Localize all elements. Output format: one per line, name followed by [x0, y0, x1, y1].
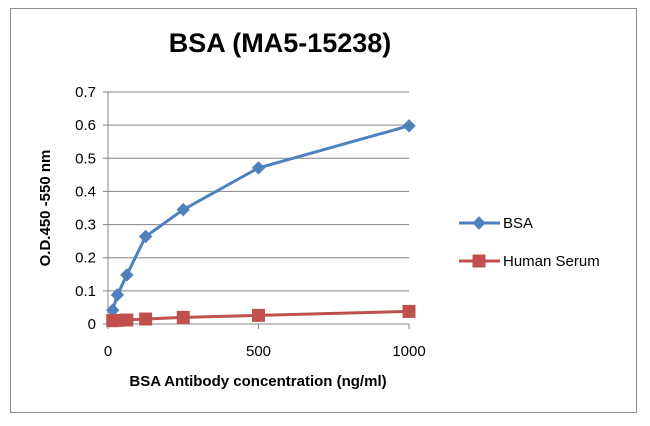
x-tick-labels: 0 500 1000 — [104, 343, 426, 360]
legend-label: Human Serum — [503, 253, 600, 270]
legend-marker — [472, 216, 486, 230]
data-point — [402, 119, 416, 133]
x-tick-label: 1000 — [392, 343, 425, 360]
y-tick-label: 0.4 — [75, 183, 96, 200]
legend-label: BSA — [503, 215, 533, 232]
data-point — [251, 161, 266, 175]
y-tick-label: 0 — [88, 316, 96, 333]
axes — [103, 91, 410, 329]
data-point — [176, 202, 190, 217]
series-line — [111, 124, 411, 312]
chart-frame — [10, 8, 637, 413]
data-point — [402, 304, 416, 318]
series-bsa — [105, 119, 416, 317]
y-tick-label: 0.5 — [75, 150, 96, 167]
x-tick-label: 0 — [104, 343, 112, 360]
y-tick-labels: 0 0.1 0.2 0.3 0.4 0.5 0.6 0.7 — [75, 84, 96, 333]
legend-entry: BSA — [459, 215, 533, 232]
y-tick-label: 0.3 — [75, 217, 96, 234]
y-tick-label: 0.7 — [75, 84, 96, 101]
grid-lines — [108, 91, 409, 292]
y-tick-label: 0.2 — [75, 250, 96, 267]
x-tick-label: 500 — [246, 343, 271, 360]
series-group — [105, 119, 416, 328]
series-human-serum — [106, 304, 416, 328]
chart-title: BSA (MA5-15238) — [168, 28, 392, 58]
data-point — [120, 313, 134, 327]
data-point — [176, 310, 190, 324]
y-tick-label: 0.1 — [75, 283, 96, 300]
data-point — [120, 268, 134, 282]
legend-marker — [472, 254, 486, 268]
data-point — [138, 229, 153, 244]
y-tick-label: 0.6 — [75, 117, 96, 134]
data-point — [139, 312, 153, 326]
y-axis-label: O.D.450 -550 nm — [37, 150, 54, 267]
legend-entry: Human Serum — [459, 253, 600, 270]
data-point — [110, 288, 125, 302]
data-point — [252, 308, 265, 322]
x-axis-label: BSA Antibody concentration (ng/ml) — [129, 373, 386, 390]
legend: BSA Human Serum — [459, 215, 600, 270]
